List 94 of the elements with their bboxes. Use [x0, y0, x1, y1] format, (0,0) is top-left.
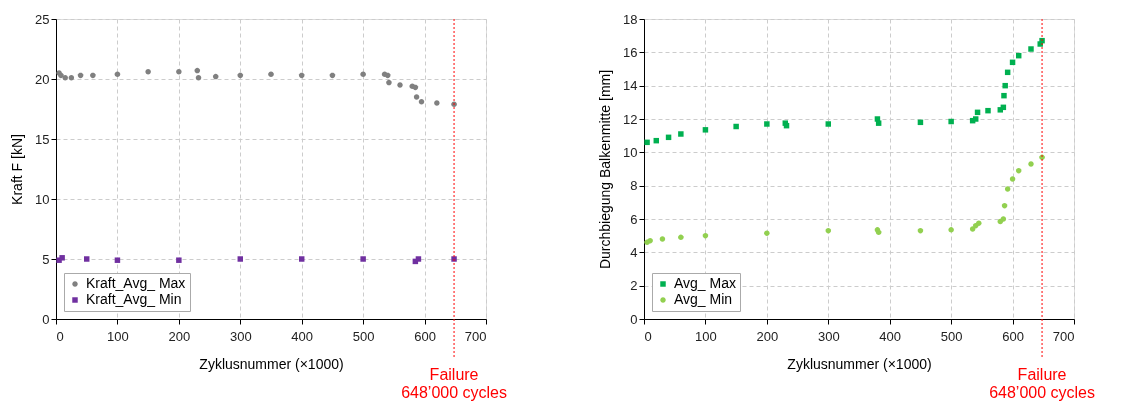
point [194, 67, 201, 74]
point [917, 227, 924, 234]
x-tick-label: 600 [414, 328, 436, 344]
point [825, 121, 832, 127]
point [1001, 92, 1007, 99]
legend-label: Avg_ Max [674, 275, 736, 291]
x-tick-label: 400 [879, 328, 902, 344]
point [237, 256, 244, 262]
y-tick-label: 0 [630, 311, 638, 327]
x-tick-label: 100 [107, 328, 129, 344]
point [1000, 216, 1007, 222]
point [733, 123, 739, 130]
x-tick-label: 300 [229, 328, 252, 344]
point [68, 75, 75, 81]
y-tick-label: 18 [623, 11, 638, 27]
point [659, 236, 666, 242]
legend-label: Avg_ Min [674, 291, 733, 307]
point [1028, 161, 1034, 167]
point [702, 232, 709, 239]
y-tick-label: 8 [630, 178, 638, 194]
y-axis-title: Kraft F [kN] [9, 134, 26, 205]
point [176, 69, 182, 75]
point [329, 72, 336, 79]
y-tick-label: 15 [35, 131, 50, 147]
point [702, 127, 709, 133]
point [418, 99, 425, 105]
point [386, 79, 392, 86]
x-tick-label: 0 [644, 328, 652, 344]
point [413, 94, 420, 100]
point [1002, 82, 1008, 89]
x-tick-label: 400 [291, 328, 314, 344]
point [77, 72, 84, 79]
point [360, 71, 366, 77]
x-axis-title: Zyklusnummer (×1000) [199, 355, 344, 372]
x-tick-label: 500 [352, 328, 375, 344]
point [237, 72, 244, 79]
point [764, 121, 770, 127]
point [90, 72, 96, 79]
x-axis-title: Zyklusnummer (×1000) [787, 355, 932, 372]
y-tick-label: 5 [42, 251, 50, 267]
point [1009, 176, 1016, 182]
point [298, 72, 305, 79]
point [145, 69, 151, 75]
point [114, 71, 121, 77]
point [298, 256, 305, 262]
point [678, 234, 684, 241]
x-tick-label: 300 [817, 328, 840, 344]
y-tick-label: 2 [630, 278, 638, 294]
ref-line-label: Failure 648’000 cycles [989, 366, 1095, 401]
ref-line-label: Failure 648’000 cycles [401, 366, 507, 401]
y-tick-label: 25 [35, 11, 50, 27]
point [412, 84, 419, 91]
y-tick-label: 14 [623, 78, 638, 94]
x-tick-label: 100 [695, 328, 717, 344]
y-tick-label: 4 [630, 244, 638, 260]
point [764, 230, 770, 236]
point [875, 120, 882, 126]
point [360, 256, 366, 262]
y-tick-label: 6 [630, 211, 638, 227]
point [644, 139, 650, 146]
y-tick-label: 10 [623, 144, 638, 160]
point [948, 227, 954, 233]
y-tick-label: 20 [35, 71, 50, 87]
legend-label: Kraft_Avg_ Max [86, 275, 186, 291]
point [397, 82, 403, 88]
x-tick-label: 0 [56, 328, 64, 344]
point [268, 71, 274, 77]
x-tick-label: 200 [756, 328, 779, 344]
point [678, 131, 684, 137]
y-tick-label: 12 [623, 111, 638, 127]
point [62, 75, 68, 81]
point [1015, 167, 1022, 174]
y-tick-label: 16 [623, 44, 638, 60]
point [176, 257, 182, 263]
legend-label: Kraft_Avg_ Min [86, 291, 182, 307]
point [195, 75, 202, 81]
x-tick-label: 600 [1002, 328, 1024, 344]
y-axis-title: Durchbiegung Balkenmitte [mm] [597, 69, 614, 270]
point [434, 100, 440, 106]
point [985, 107, 991, 114]
point [1004, 186, 1011, 192]
point [83, 256, 90, 262]
point [212, 73, 219, 80]
y-tick-label: 10 [35, 191, 50, 207]
x-tick-label: 200 [168, 328, 191, 344]
point [825, 227, 832, 234]
y-tick-label: 0 [42, 311, 50, 327]
x-tick-label: 500 [940, 328, 963, 344]
point [1028, 46, 1034, 52]
x-tick-label: 700 [464, 328, 487, 344]
x-tick-label: 700 [1052, 328, 1075, 344]
point [948, 118, 954, 125]
point [114, 257, 121, 263]
point [1001, 202, 1008, 209]
